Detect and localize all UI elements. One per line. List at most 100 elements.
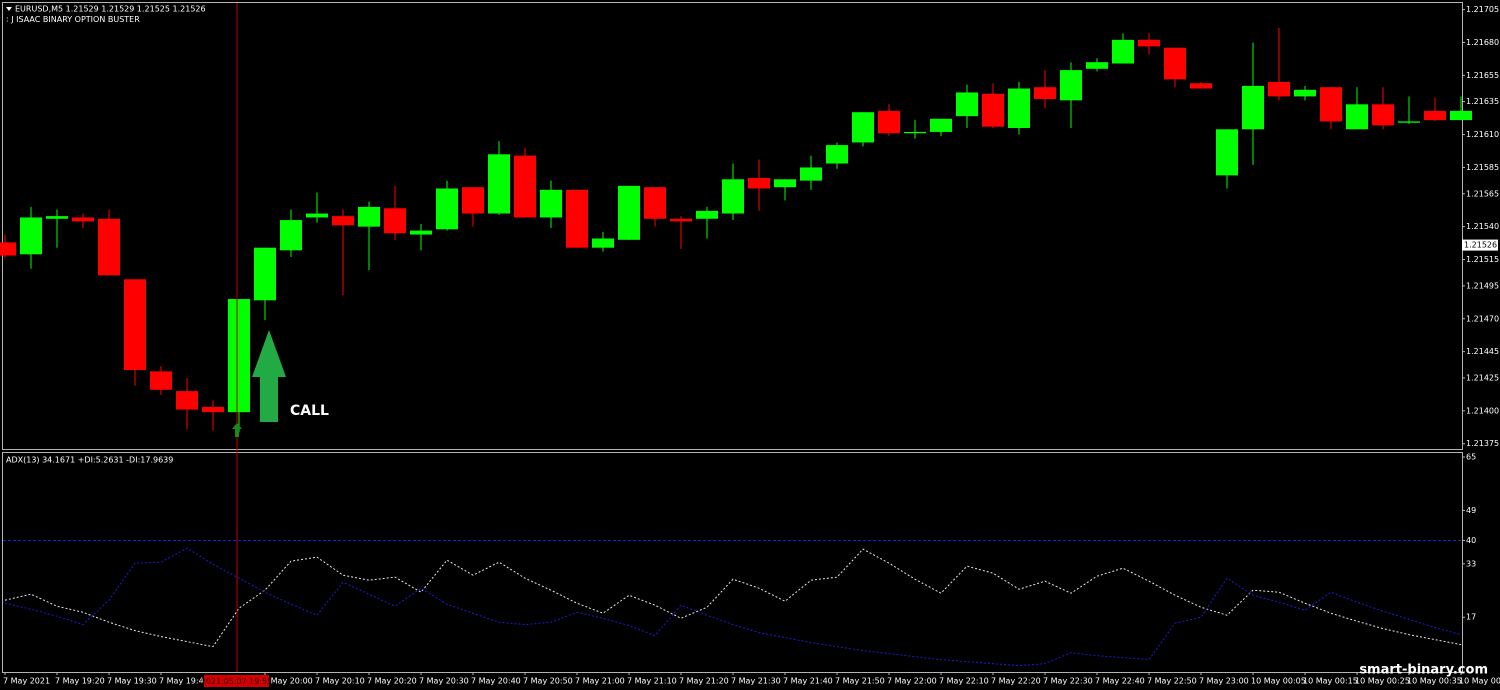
candle-body bbox=[644, 187, 666, 219]
candle-body bbox=[150, 371, 172, 390]
candle-body bbox=[670, 218, 692, 222]
candle-body bbox=[176, 391, 198, 410]
x-tick-label: 7 May 23:00 bbox=[1199, 677, 1249, 686]
candle-body bbox=[774, 179, 796, 188]
candle-body bbox=[566, 189, 588, 248]
y-tick-label: 49 bbox=[1466, 506, 1476, 515]
y-tick-label: 1.21400 bbox=[1466, 406, 1499, 415]
candle-body bbox=[254, 247, 276, 301]
x-tick-label: 7 May 20:20 bbox=[367, 677, 417, 686]
candle-body bbox=[0, 242, 16, 256]
candle-body bbox=[332, 216, 354, 226]
x-tick-label: 7 May 22:20 bbox=[991, 677, 1041, 686]
candle-body bbox=[462, 187, 484, 214]
candle-body bbox=[1164, 47, 1186, 80]
x-tick-label: 7 May 21:10 bbox=[627, 677, 677, 686]
y-tick-label: 1.21565 bbox=[1466, 189, 1499, 198]
candle-body bbox=[280, 220, 302, 251]
candle-body bbox=[904, 131, 926, 134]
x-tick-label: 7 May 21:40 bbox=[783, 677, 833, 686]
x-tick-label: 7 May 2021 bbox=[3, 677, 50, 686]
y-tick-label: 1.21680 bbox=[1466, 38, 1499, 47]
y-tick-label: 1.21705 bbox=[1466, 5, 1499, 14]
candle-body bbox=[1034, 87, 1056, 100]
x-tick-label: 7 May 19:30 bbox=[107, 677, 157, 686]
x-tick-label: 7 May 22:40 bbox=[1095, 677, 1145, 686]
candle-body bbox=[618, 185, 640, 240]
y-tick-label: 40 bbox=[1466, 536, 1476, 545]
x-tick-label: 7 May 22:30 bbox=[1043, 677, 1093, 686]
candle-body bbox=[410, 230, 432, 235]
candle-body bbox=[98, 218, 120, 276]
x-tick-label: 7 May 22:10 bbox=[939, 677, 989, 686]
candle-body bbox=[1190, 83, 1212, 89]
candle-body bbox=[982, 93, 1004, 127]
candle-body bbox=[306, 213, 328, 218]
candle-body bbox=[930, 118, 952, 132]
watermark: smart-binary.com bbox=[1359, 663, 1488, 678]
x-tick-label: 7 May 19:40 bbox=[159, 677, 209, 686]
y-tick-label: 1.21375 bbox=[1466, 439, 1499, 448]
x-tick-label: 7 May 21:20 bbox=[679, 677, 729, 686]
x-tick-label: 7 May 19:20 bbox=[55, 677, 105, 686]
y-tick-label: 1.21425 bbox=[1466, 373, 1499, 382]
candle-body bbox=[488, 154, 510, 214]
candle-body bbox=[1346, 104, 1368, 130]
call-label: CALL bbox=[290, 403, 329, 419]
candle-body bbox=[384, 208, 406, 234]
y-tick-label: 1.21585 bbox=[1466, 163, 1499, 172]
candle-body bbox=[1008, 88, 1030, 128]
current-price-box bbox=[1462, 239, 1498, 251]
candle-body bbox=[1242, 85, 1264, 130]
x-tick-label: 10 May 00:35 bbox=[1407, 677, 1462, 686]
candle-body bbox=[514, 155, 536, 218]
candle-body bbox=[20, 217, 42, 255]
candle-body bbox=[1138, 39, 1160, 47]
price-panel-frame bbox=[2, 2, 1463, 450]
candle-body bbox=[748, 177, 770, 189]
candle-body bbox=[878, 110, 900, 134]
indicator-text: J ISAAC BINARY OPTION BUSTER bbox=[10, 15, 140, 24]
x-tick-label: 10 May 00:15 bbox=[1303, 677, 1358, 686]
adx-title: ADX(13) 34.1671 +DI:5.2631 -DI:17.9639 bbox=[6, 456, 173, 465]
x-tick-label: 7 May 20:30 bbox=[419, 677, 469, 686]
candle-body bbox=[696, 210, 718, 219]
candle-body bbox=[1216, 129, 1238, 176]
x-tick-label: 10 May 00:25 bbox=[1355, 677, 1410, 686]
x-tick-label: 7 May 21:50 bbox=[835, 677, 885, 686]
candle-body bbox=[72, 217, 94, 222]
candle-body bbox=[1086, 62, 1108, 69]
candle-body bbox=[592, 238, 614, 248]
candle-body bbox=[1450, 110, 1472, 121]
y-tick-label: 1.21540 bbox=[1466, 222, 1499, 231]
candle-body bbox=[46, 216, 68, 219]
candle-body bbox=[1372, 104, 1394, 126]
chart-header: EURUSD,M5 1.21529 1.21529 1.21525 1.2152… bbox=[15, 5, 206, 14]
call-arrow bbox=[252, 330, 286, 422]
marks: 1.21705 1.21680 1.21655 1.21635 1.21610 1.215… bbox=[0, 5, 1500, 686]
x-tick-label: 10 May 00:05 bbox=[1251, 677, 1306, 686]
candle-body bbox=[722, 179, 744, 214]
candle-body bbox=[1112, 39, 1134, 64]
y-tick-label: 1.21655 bbox=[1466, 71, 1499, 80]
candle-body bbox=[358, 206, 380, 227]
x-tick-label: 7 May 21:00 bbox=[575, 677, 625, 686]
y-tick-label: 1.21635 bbox=[1466, 97, 1499, 106]
candle-body bbox=[1268, 81, 1290, 97]
x-tick-label: 7 May 20:50 bbox=[523, 677, 573, 686]
crosshair-time: 2021.05.07 19:55 bbox=[201, 677, 272, 686]
y-tick-label: 1.21470 bbox=[1466, 314, 1499, 323]
y-tick-label: 1.21610 bbox=[1466, 130, 1499, 139]
candle-body bbox=[228, 299, 250, 413]
x-tick-label: 7 May 21:30 bbox=[731, 677, 781, 686]
current-price-label: 1.21526 bbox=[1464, 241, 1497, 250]
y-tick-label: 65 bbox=[1466, 453, 1476, 462]
crosshair-time-box bbox=[204, 675, 269, 687]
candle-body bbox=[540, 189, 562, 218]
candle-body bbox=[956, 92, 978, 117]
candle-body bbox=[1320, 87, 1342, 122]
indicator-line bbox=[4, 547, 1462, 667]
candle-body bbox=[852, 112, 874, 143]
